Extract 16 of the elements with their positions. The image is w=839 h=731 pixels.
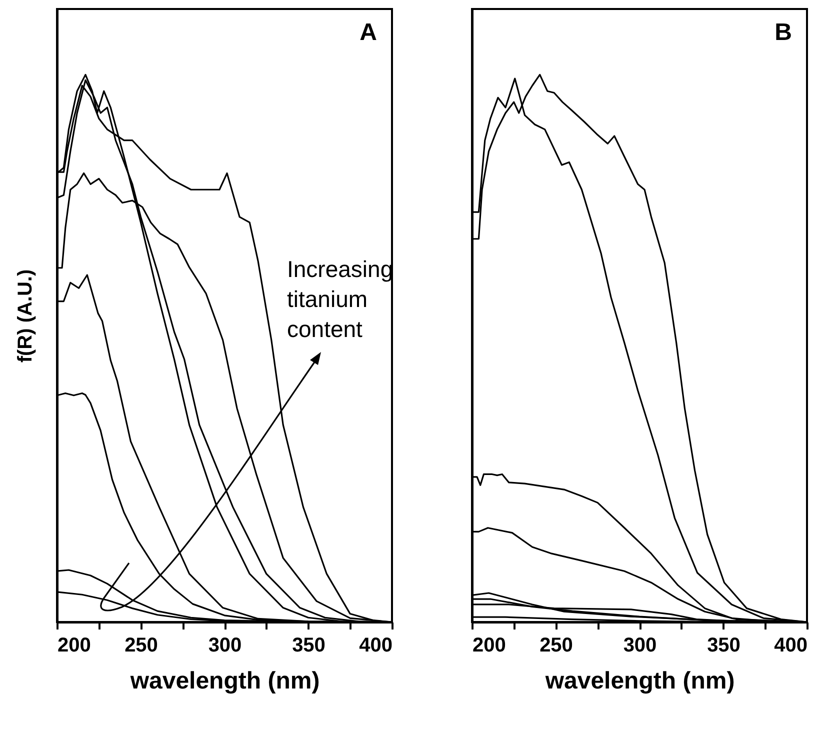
y-axis-title: f(R) (A.U.) [14,269,36,363]
x-tick-label: 350 [292,634,326,656]
chart-title: A [360,19,377,46]
x-tick-label: 250 [540,634,573,656]
x-tick-label: 250 [124,634,158,656]
x-tick-label: 300 [623,634,657,656]
annotation: Increasing titanium content [287,256,394,342]
x-axis-title: wavelength (nm) [129,668,320,694]
x-tick-label: 200 [58,634,91,656]
x-tick-label: 400 [359,634,392,656]
x-tick-label: 400 [774,634,808,656]
x-axis-title: wavelength (nm) [544,668,735,694]
x-tick-label: 300 [208,634,242,656]
x-tick-label: 350 [707,634,740,656]
x-tick-label: 200 [472,634,506,656]
chart-title: B [774,19,792,46]
